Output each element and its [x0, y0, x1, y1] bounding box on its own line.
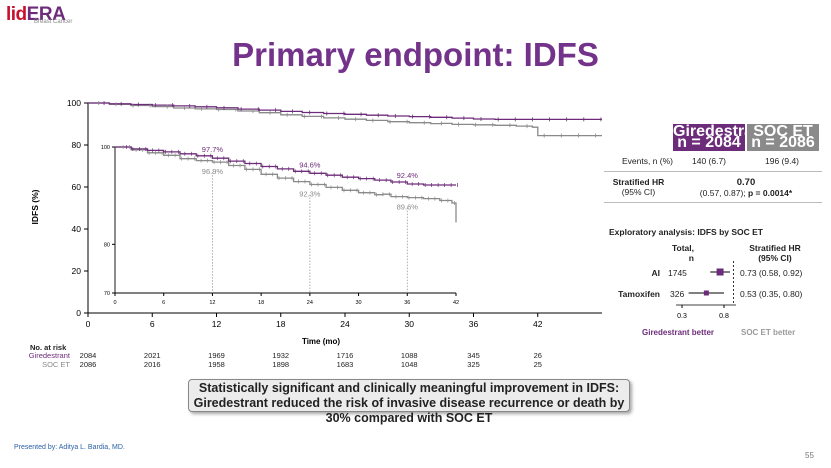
stratified-hr-label: Stratified HR: [612, 177, 665, 187]
forest-row-ai-label: AI: [651, 268, 661, 278]
inset-x-tick-label: 36: [404, 300, 410, 306]
hr-summary-table: Giredestrant n = 2084 SOC ET n = 2086 Ev…: [604, 124, 822, 203]
slide-title: Primary endpoint: IDFS: [232, 36, 599, 73]
inset-x-tick-label: 24: [307, 300, 313, 306]
hr-p-value: p = 0.0014*: [748, 187, 793, 198]
stratified-hr-header-1: Stratified HR: [749, 243, 801, 253]
risk-cell: 1088: [400, 351, 418, 360]
logo-lid-text: lid: [6, 4, 27, 25]
inset-x-tick-label: 12: [209, 300, 215, 306]
risk-cell: 2084: [79, 351, 97, 360]
logo-subtitle: Breast Cancer: [34, 19, 73, 25]
soc-header-n: n = 2086: [751, 134, 815, 151]
inset-x-tick-label: 42: [453, 300, 459, 306]
events-soc: 196 (9.4): [764, 156, 800, 166]
hr-value: 0.70: [736, 176, 756, 188]
risk-cell: 1932: [272, 351, 290, 360]
soc-landmark-label: 92.3%: [299, 189, 321, 198]
soc-header-title: SOC ET: [753, 123, 813, 140]
y-tick-label: 60: [72, 182, 82, 192]
soc-landmark-label: 89.6%: [397, 203, 419, 212]
giredestrant-header-n: n = 2084: [677, 134, 741, 151]
inset-y-tick-label: 100: [101, 145, 110, 151]
risk-cell: 1958: [208, 360, 225, 369]
ci-label: (95% CI): [621, 187, 656, 197]
risk-cell: 1048: [400, 360, 418, 369]
risk-cell: 2016: [143, 360, 161, 369]
forest-row-tam-n: 326: [670, 289, 685, 299]
risk-cell: 2086: [79, 360, 97, 369]
forest-row-tam-label: Tamoxifen: [618, 289, 660, 299]
forest-point-estimate: [716, 268, 724, 276]
y-tick-label: 100: [67, 98, 81, 108]
inset-y-tick-label: 70: [104, 291, 110, 297]
inset-x-tick-label: 30: [356, 300, 362, 306]
inset-soc-et-line: [115, 146, 457, 223]
risk-table-label: No. at risk: [30, 343, 67, 352]
risk-row-soc-name: SOC ET: [42, 360, 70, 369]
x-tick-label: 36: [469, 319, 479, 329]
giredestrant-line: [88, 102, 602, 121]
logo-era-text: ERA: [26, 4, 66, 25]
giredestrant-landmark-label: 92.4%: [397, 171, 419, 180]
inset-x-tick-label: 0: [113, 300, 116, 306]
giredestrant-landmark-label: 97.7%: [202, 145, 224, 154]
y-tick-label: 40: [72, 224, 82, 234]
stratified-hr-header-2: (95% CI): [758, 253, 792, 263]
giredestrant-better-label: Giredestrant better: [642, 328, 715, 337]
x-tick-label: 0: [86, 319, 91, 329]
x-tick-label: 12: [212, 319, 222, 329]
giredestrant-header: Giredestrant n = 2084: [673, 123, 769, 151]
conclusion-line-1: Statistically significant and clinically…: [198, 381, 620, 395]
x-tick-label: 24: [340, 319, 350, 329]
inset-y-tick-label: 80: [104, 242, 110, 248]
y-tick-label: 20: [72, 266, 82, 276]
events-giredestrant: 140 (6.7): [691, 156, 727, 166]
x-tick-label: 30: [405, 319, 415, 329]
risk-cell: 25: [533, 360, 542, 369]
forest-row-ai-n: 1745: [668, 268, 687, 278]
inset-x-tick-label: 18: [258, 300, 264, 306]
soc-header: SOC ET n = 2086: [747, 124, 819, 151]
total-n-header-2: n: [688, 253, 694, 263]
forest-tick-label: 0.8: [719, 313, 729, 320]
forest-row-ai-hr: 0.73 (0.58, 0.92): [740, 268, 803, 278]
risk-cell: 1969: [208, 351, 225, 360]
risk-cell: 1716: [336, 351, 354, 360]
risk-cell: 325: [467, 360, 480, 369]
page-number: 55: [805, 451, 814, 460]
total-n-header-1: Total,: [671, 243, 694, 253]
x-tick-label: 18: [276, 319, 286, 329]
risk-cell: 1683: [336, 360, 354, 369]
risk-cell: 1898: [272, 360, 290, 369]
conclusion-line-2: Giredestrant reduced the risk of invasiv…: [193, 396, 625, 425]
forest-point-estimate: [703, 290, 709, 296]
exploratory-title: Exploratory analysis: IDFS by SOC ET: [609, 227, 763, 237]
giredestrant-header-title: Giredestrant: [673, 123, 769, 140]
risk-row-giredestrant-name: Giredestrant: [28, 351, 70, 360]
y-tick-label: 80: [72, 140, 82, 150]
x-tick-label: 42: [533, 319, 543, 329]
y-tick-label: 0: [76, 308, 81, 318]
inset-giredestrant-line: [115, 146, 456, 186]
forest-tick-label: 0.3: [677, 313, 687, 320]
x-tick-label: 6: [150, 319, 155, 329]
forest-row-tam-hr: 0.53 (0.35, 0.80): [740, 289, 803, 299]
x-axis-label: Time (mo): [302, 337, 340, 346]
risk-cell: 26: [533, 351, 542, 360]
conclusion-box: Statistically significant and clinically…: [188, 379, 630, 425]
soc-landmark-label: 96.9%: [202, 167, 224, 176]
y-axis-label: IDFS (%): [30, 189, 40, 224]
risk-cell: 345: [467, 351, 480, 360]
soc-better-label: SOC ET better: [741, 328, 796, 337]
events-label: Events, n (%): [621, 156, 673, 166]
presenter-credit: Presented by: Aditya L. Bardia, MD.: [14, 444, 125, 451]
risk-cell: 2021: [143, 351, 161, 360]
hr-ci: (0.57, 0.87);: [699, 187, 748, 198]
lidera-logo: lidERA Breast Cancer: [6, 4, 72, 26]
giredestrant-landmark-label: 94.6%: [299, 160, 321, 169]
inset-x-tick-label: 6: [162, 300, 165, 306]
